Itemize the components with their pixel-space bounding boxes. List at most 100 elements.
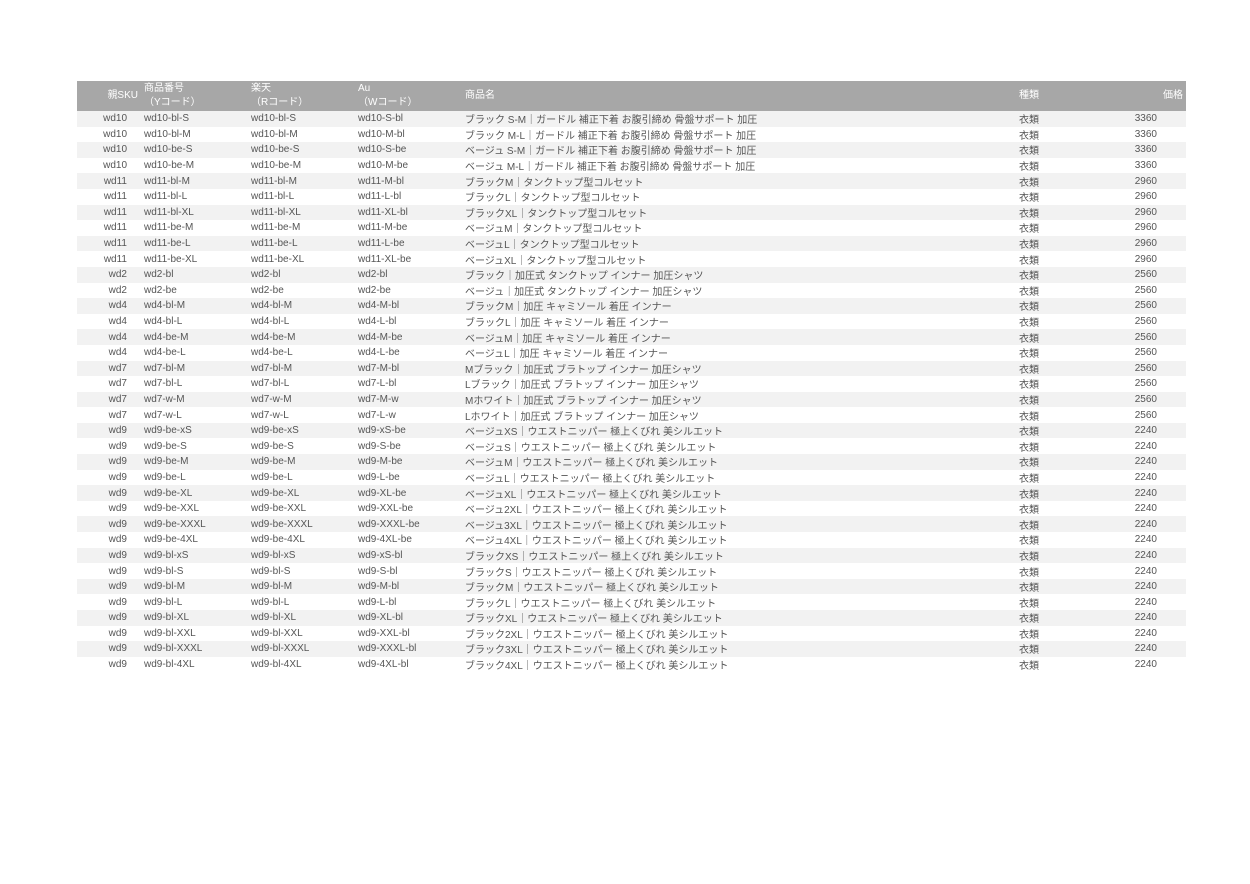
cell-auCode: wd4-L-be <box>355 345 462 361</box>
cell-type: 衣類 <box>1016 158 1100 174</box>
cell-type: 衣類 <box>1016 501 1100 517</box>
table-row: wd7wd7-bl-Lwd7-bl-Lwd7-L-blLブラック｜加圧式 ブラト… <box>77 376 1186 392</box>
cell-type: 衣類 <box>1016 267 1100 283</box>
cell-type: 衣類 <box>1016 610 1100 626</box>
cell-type: 衣類 <box>1016 548 1100 564</box>
cell-price: 2240 <box>1100 626 1186 642</box>
cell-rakutenCode: wd9-bl-4XL <box>248 657 355 673</box>
cell-price: 2240 <box>1100 438 1186 454</box>
cell-parentSku: wd4 <box>77 345 141 361</box>
table-row: wd10wd10-bl-Mwd10-bl-Mwd10-M-blブラック M-L｜… <box>77 127 1186 143</box>
table-row: wd9wd9-be-Lwd9-be-Lwd9-L-beベージュL｜ウエストニッパ… <box>77 470 1186 486</box>
cell-type: 衣類 <box>1016 314 1100 330</box>
cell-rakutenCode: wd7-bl-L <box>248 376 355 392</box>
cell-type: 衣類 <box>1016 641 1100 657</box>
cell-type: 衣類 <box>1016 563 1100 579</box>
cell-auCode: wd9-XL-be <box>355 485 462 501</box>
cell-auCode: wd9-M-bl <box>355 579 462 595</box>
cell-auCode: wd9-xS-bl <box>355 548 462 564</box>
cell-parentSku: wd9 <box>77 454 141 470</box>
cell-productName: Mブラック｜加圧式 ブラトップ インナー 加圧シャツ <box>462 361 1016 377</box>
cell-price: 2560 <box>1100 267 1186 283</box>
table-row: wd9wd9-be-XLwd9-be-XLwd9-XL-beベージュXL｜ウエス… <box>77 485 1186 501</box>
table-row: wd9wd9-bl-xSwd9-bl-xSwd9-xS-blブラックXS｜ウエス… <box>77 548 1186 564</box>
cell-type: 衣類 <box>1016 407 1100 423</box>
cell-rakutenCode: wd9-be-XL <box>248 485 355 501</box>
cell-type: 衣類 <box>1016 470 1100 486</box>
table-row: wd9wd9-be-Swd9-be-Swd9-S-beベージュS｜ウエストニッパ… <box>77 438 1186 454</box>
cell-productName: ブラック4XL｜ウエストニッパー 極上くびれ 美シルエット <box>462 657 1016 673</box>
cell-price: 2560 <box>1100 407 1186 423</box>
cell-productName: ベージュM｜ウエストニッパー 極上くびれ 美シルエット <box>462 454 1016 470</box>
cell-productName: ベージュ4XL｜ウエストニッパー 極上くびれ 美シルエット <box>462 532 1016 548</box>
cell-type: 衣類 <box>1016 423 1100 439</box>
cell-rakutenCode: wd9-be-M <box>248 454 355 470</box>
cell-price: 2240 <box>1100 563 1186 579</box>
cell-productName: ベージュ3XL｜ウエストニッパー 極上くびれ 美シルエット <box>462 516 1016 532</box>
cell-auCode: wd9-M-be <box>355 454 462 470</box>
cell-rakutenCode: wd9-bl-XXXL <box>248 641 355 657</box>
cell-type: 衣類 <box>1016 220 1100 236</box>
cell-type: 衣類 <box>1016 516 1100 532</box>
cell-price: 2960 <box>1100 220 1186 236</box>
cell-price: 2240 <box>1100 610 1186 626</box>
cell-productCode: wd2-be <box>141 283 248 299</box>
cell-auCode: wd7-L-w <box>355 407 462 423</box>
cell-auCode: wd7-L-bl <box>355 376 462 392</box>
table-row: wd11wd11-bl-XLwd11-bl-XLwd11-XL-blブラックXL… <box>77 205 1186 221</box>
cell-price: 2240 <box>1100 579 1186 595</box>
cell-type: 衣類 <box>1016 205 1100 221</box>
cell-type: 衣類 <box>1016 626 1100 642</box>
cell-rakutenCode: wd9-bl-xS <box>248 548 355 564</box>
table-row: wd11wd11-bl-Lwd11-bl-Lwd11-L-blブラックL｜タンク… <box>77 189 1186 205</box>
cell-rakutenCode: wd7-bl-M <box>248 361 355 377</box>
cell-parentSku: wd11 <box>77 236 141 252</box>
cell-parentSku: wd7 <box>77 392 141 408</box>
table-body: wd10wd10-bl-Swd10-bl-Swd10-S-blブラック S-M｜… <box>77 111 1186 672</box>
cell-rakutenCode: wd9-be-XXL <box>248 501 355 517</box>
cell-productCode: wd9-be-4XL <box>141 532 248 548</box>
cell-parentSku: wd10 <box>77 158 141 174</box>
cell-productCode: wd10-bl-M <box>141 127 248 143</box>
cell-price: 2240 <box>1100 594 1186 610</box>
cell-auCode: wd9-XXL-be <box>355 501 462 517</box>
cell-productName: ブラック M-L｜ガードル 補正下着 お腹引締め 骨盤サポート 加圧 <box>462 127 1016 143</box>
cell-parentSku: wd4 <box>77 298 141 314</box>
cell-productCode: wd10-be-S <box>141 142 248 158</box>
cell-auCode: wd9-XXXL-be <box>355 516 462 532</box>
cell-price: 2240 <box>1100 532 1186 548</box>
cell-rakutenCode: wd7-w-L <box>248 407 355 423</box>
table-row: wd9wd9-bl-Mwd9-bl-Mwd9-M-blブラックM｜ウエストニッパ… <box>77 579 1186 595</box>
cell-auCode: wd10-M-bl <box>355 127 462 143</box>
cell-productCode: wd4-be-M <box>141 329 248 345</box>
cell-type: 衣類 <box>1016 283 1100 299</box>
cell-auCode: wd9-L-be <box>355 470 462 486</box>
cell-productCode: wd9-bl-XL <box>141 610 248 626</box>
cell-type: 衣類 <box>1016 345 1100 361</box>
cell-parentSku: wd9 <box>77 610 141 626</box>
table-row: wd4wd4-bl-Lwd4-bl-Lwd4-L-blブラックL｜加圧 キャミソ… <box>77 314 1186 330</box>
cell-productCode: wd9-bl-XXXL <box>141 641 248 657</box>
cell-productCode: wd4-bl-M <box>141 298 248 314</box>
cell-productName: Mホワイト｜加圧式 ブラトップ インナー 加圧シャツ <box>462 392 1016 408</box>
cell-rakutenCode: wd9-be-4XL <box>248 532 355 548</box>
cell-auCode: wd10-S-be <box>355 142 462 158</box>
cell-auCode: wd10-M-be <box>355 158 462 174</box>
column-header-price: 価格 <box>1100 81 1186 111</box>
table-row: wd9wd9-be-XXLwd9-be-XXLwd9-XXL-beベージュ2XL… <box>77 501 1186 517</box>
cell-rakutenCode: wd9-bl-M <box>248 579 355 595</box>
table-row: wd11wd11-bl-Mwd11-bl-Mwd11-M-blブラックM｜タンク… <box>77 173 1186 189</box>
table-row: wd10wd10-be-Swd10-be-Swd10-S-beベージュ S-M｜… <box>77 142 1186 158</box>
cell-productCode: wd7-bl-L <box>141 376 248 392</box>
cell-productName: Lブラック｜加圧式 ブラトップ インナー 加圧シャツ <box>462 376 1016 392</box>
cell-productName: ブラックL｜ウエストニッパー 極上くびれ 美シルエット <box>462 594 1016 610</box>
cell-auCode: wd9-xS-be <box>355 423 462 439</box>
table-row: wd7wd7-w-Lwd7-w-Lwd7-L-wLホワイト｜加圧式 ブラトップ … <box>77 407 1186 423</box>
cell-price: 2960 <box>1100 251 1186 267</box>
table-row: wd2wd2-blwd2-blwd2-blブラック｜加圧式 タンクトップ インナ… <box>77 267 1186 283</box>
cell-rakutenCode: wd9-be-xS <box>248 423 355 439</box>
cell-parentSku: wd2 <box>77 283 141 299</box>
cell-price: 3360 <box>1100 142 1186 158</box>
cell-type: 衣類 <box>1016 142 1100 158</box>
cell-auCode: wd9-4XL-be <box>355 532 462 548</box>
